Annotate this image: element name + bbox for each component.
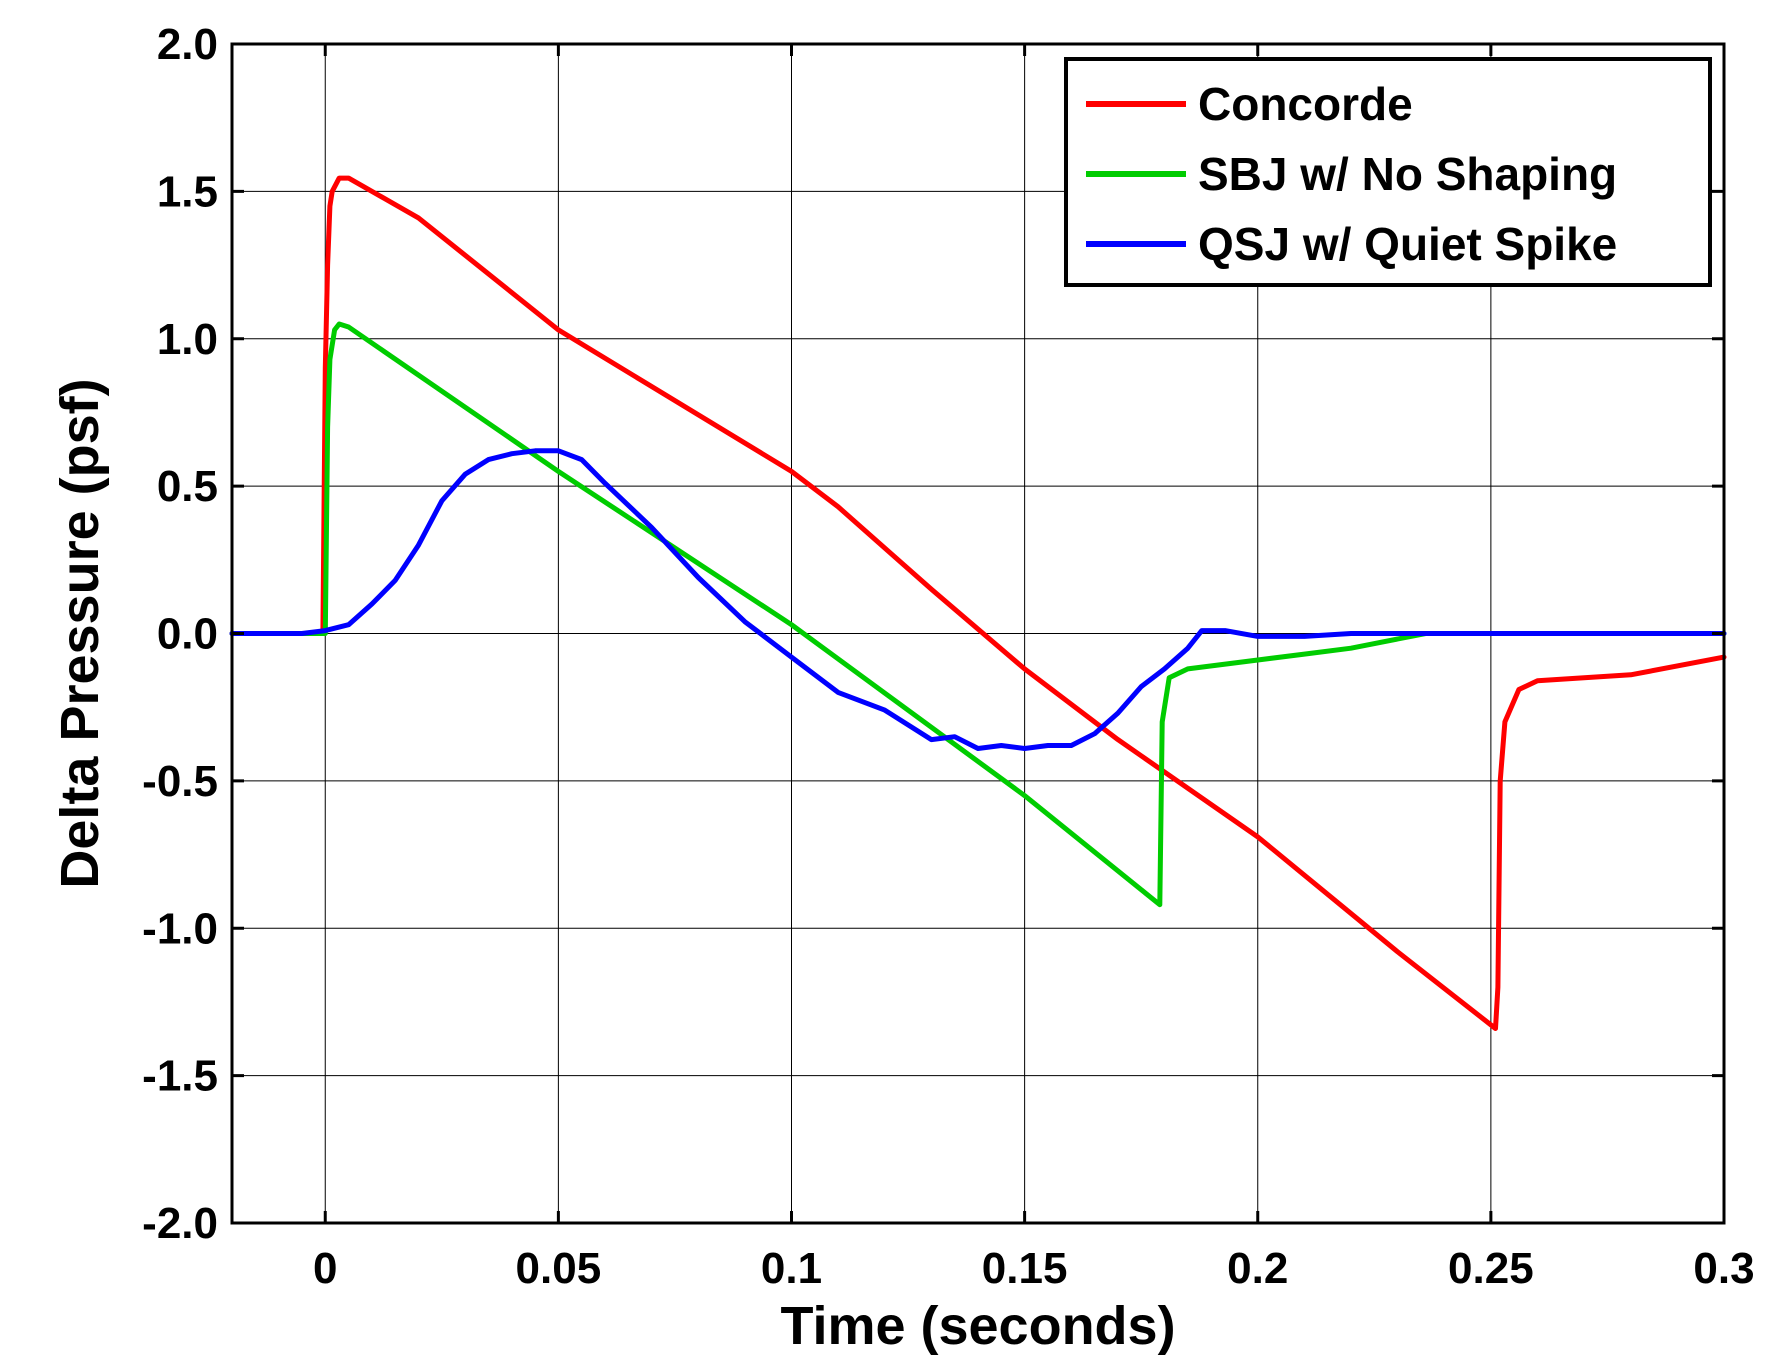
y-tick-label: 0.0 <box>157 610 218 659</box>
x-tick-label: 0.3 <box>1693 1244 1754 1293</box>
tick-labels: 0 0.05 0.1 0.15 0.2 0.25 0.3 2.0 1.5 1.0 0.5 0.0 -0.… <box>142 20 1754 1293</box>
legend-label: Concorde <box>1198 78 1413 130</box>
x-axis-label: Time (seconds) <box>780 1296 1175 1356</box>
y-tick-label: -1.5 <box>142 1052 218 1101</box>
x-tick-label: 0.1 <box>761 1244 822 1293</box>
series-layer <box>229 175 1727 1031</box>
y-tick-label: -2.0 <box>142 1199 218 1248</box>
x-tick-label: 0.2 <box>1227 1244 1288 1293</box>
y-tick-label: -0.5 <box>142 757 218 806</box>
y-tick-label: -1.0 <box>142 904 218 953</box>
y-tick-label: 1.5 <box>157 167 218 216</box>
series-line-0 <box>229 175 1727 1031</box>
x-tick-label: 0 <box>313 1244 337 1293</box>
y-tick-label: 0.5 <box>157 462 218 511</box>
legend: Concorde SBJ w/ No Shaping QSJ w/ Quiet Sp… <box>1064 57 1712 287</box>
x-tick-label: 0.25 <box>1448 1244 1534 1293</box>
y-tick-label: 2.0 <box>157 20 218 69</box>
x-tick-label: 0.05 <box>516 1244 602 1293</box>
y-tick-label: 1.0 <box>157 315 218 364</box>
y-axis-label: Delta Pressure (psf) <box>50 378 110 888</box>
legend-label: QSJ w/ Quiet Spike <box>1198 218 1617 270</box>
series-line-1 <box>229 321 1727 908</box>
ticks <box>232 42 1726 1225</box>
x-tick-label: 0.15 <box>982 1244 1068 1293</box>
legend-label: SBJ w/ No Shaping <box>1198 148 1617 200</box>
series-line-2 <box>229 448 1727 751</box>
